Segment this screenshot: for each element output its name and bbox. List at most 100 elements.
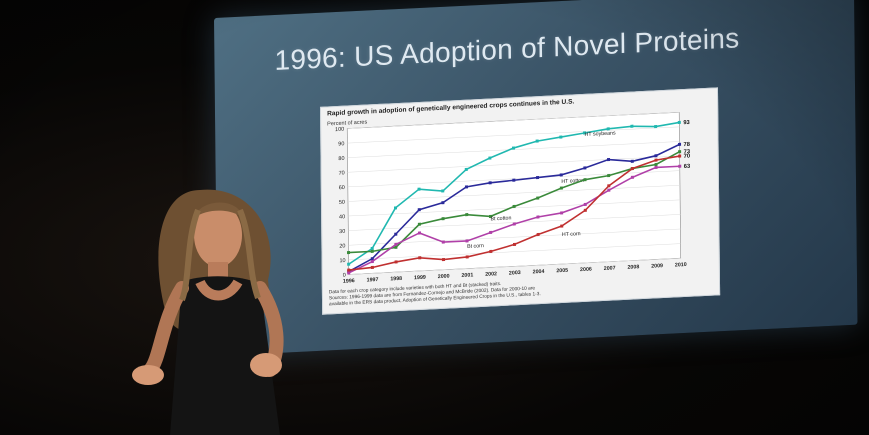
x-tick-label: 2001 <box>461 272 473 279</box>
data-point <box>370 257 374 261</box>
data-point <box>418 256 422 260</box>
data-point <box>394 242 398 246</box>
data-point <box>417 208 421 212</box>
series-name-label: HT soybeans <box>585 130 617 138</box>
data-point <box>654 154 658 158</box>
x-tick-label: 2003 <box>509 270 521 277</box>
data-point <box>488 156 492 160</box>
y-tick-label: 40 <box>339 214 345 220</box>
data-point <box>583 208 587 212</box>
data-point <box>654 158 658 162</box>
data-point <box>417 187 421 191</box>
data-point <box>512 178 516 182</box>
data-point <box>654 165 658 169</box>
y-tick-label: 60 <box>339 185 345 191</box>
gridline <box>347 126 680 144</box>
y-tick-label: 10 <box>339 258 345 264</box>
data-point <box>465 239 469 243</box>
data-point <box>347 262 351 266</box>
data-point <box>654 162 658 167</box>
data-point <box>678 142 682 146</box>
y-tick-label: 20 <box>339 243 345 249</box>
data-point <box>678 150 682 154</box>
data-point <box>417 222 421 226</box>
data-point <box>630 175 634 179</box>
data-point <box>347 268 351 272</box>
x-tick-label: 2002 <box>485 271 497 278</box>
data-point <box>583 166 587 170</box>
data-point <box>560 224 564 228</box>
gridline <box>347 184 680 202</box>
data-point <box>583 202 587 207</box>
y-tick-label: 30 <box>339 229 345 235</box>
series-end-label: 73 <box>684 149 691 155</box>
x-tick-label: 2006 <box>580 267 592 274</box>
data-point <box>512 222 516 226</box>
x-tick-label: 2000 <box>438 273 450 280</box>
data-point <box>441 258 446 262</box>
x-tick-label: 1996 <box>343 278 355 285</box>
data-point <box>583 131 587 135</box>
data-point <box>465 255 469 259</box>
data-point <box>630 159 634 163</box>
data-point <box>606 127 610 131</box>
chart-plot: 0 10 20 30 40 50 60 70 80 90 100 1996 1997 1998 1999 20… <box>335 111 691 285</box>
data-point <box>441 201 445 205</box>
y-tick-label: 50 <box>339 200 345 206</box>
series-end-label: 93 <box>683 120 690 126</box>
gridline <box>348 257 681 275</box>
series-name-label: HT cotton <box>561 178 584 185</box>
gridline <box>347 155 680 173</box>
data-point <box>512 242 517 246</box>
x-tick-label: 2008 <box>627 264 639 271</box>
data-point <box>347 250 351 255</box>
gridline <box>348 228 681 246</box>
speaker-figure <box>132 189 284 435</box>
data-point <box>394 260 398 264</box>
data-point <box>583 178 587 182</box>
data-point <box>607 184 611 188</box>
y-tick-label: 70 <box>339 170 345 176</box>
data-point <box>536 232 540 237</box>
series-name-label: Bt cotton <box>490 215 511 222</box>
x-tick-label: 1999 <box>414 275 426 282</box>
data-point <box>347 271 351 275</box>
x-tick-label: 2005 <box>556 268 568 275</box>
data-point <box>465 213 469 217</box>
data-point <box>511 146 516 150</box>
series-end-label: 63 <box>684 164 691 170</box>
data-point <box>394 232 398 236</box>
data-point <box>607 188 611 192</box>
data-point <box>441 189 445 193</box>
x-tick-label: 2009 <box>651 263 663 270</box>
data-point <box>441 240 445 244</box>
x-tick-label: 2010 <box>675 262 687 269</box>
data-point <box>536 196 540 200</box>
data-point <box>535 139 539 143</box>
data-point <box>560 211 564 215</box>
data-point <box>489 230 493 235</box>
adoption-chart: Rapid growth in adoption of genetically … <box>319 87 721 315</box>
data-point <box>630 167 634 171</box>
data-point <box>536 176 540 180</box>
data-point <box>417 231 422 235</box>
x-tick-label: 1998 <box>390 276 402 283</box>
data-point <box>370 265 374 270</box>
data-point <box>441 217 445 221</box>
data-point <box>370 246 374 251</box>
data-point <box>536 215 540 219</box>
data-point <box>607 157 611 162</box>
series-end-label: 70 <box>684 154 691 160</box>
data-point <box>464 185 468 189</box>
data-point <box>370 249 374 253</box>
data-point <box>488 214 493 218</box>
data-point <box>559 173 563 177</box>
x-tick-label: 2007 <box>604 265 616 272</box>
series-end-label: 78 <box>684 142 691 148</box>
data-point <box>394 245 398 249</box>
data-point <box>512 204 516 209</box>
data-point <box>489 249 493 253</box>
x-tick-label: 1997 <box>367 277 379 284</box>
data-point <box>464 167 468 171</box>
data-point <box>488 181 492 185</box>
